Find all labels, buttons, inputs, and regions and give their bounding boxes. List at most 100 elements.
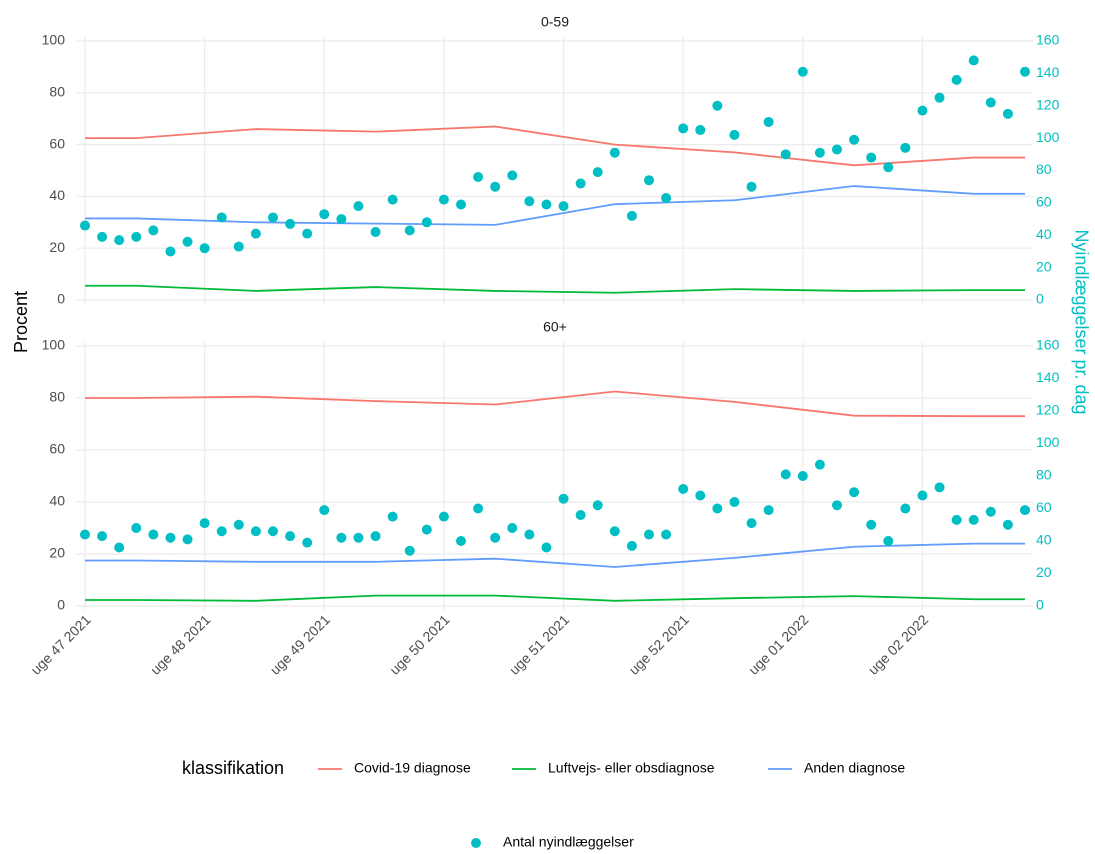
point: [285, 218, 296, 229]
x-tick-label: uge 48 2021: [147, 611, 214, 678]
point: [575, 510, 586, 520]
y2-tick-label: 140: [1036, 369, 1060, 385]
line: [85, 594, 1025, 602]
point: [114, 235, 125, 246]
point: [216, 212, 227, 223]
point: [438, 194, 449, 205]
point: [900, 142, 911, 153]
point: [268, 526, 278, 537]
point: [558, 493, 569, 504]
point: [951, 74, 962, 85]
point: [1002, 519, 1013, 530]
legend-title: klassifikation: [182, 758, 284, 778]
point: [250, 228, 261, 239]
point: [866, 152, 877, 163]
y2-tick-label: 120: [1036, 402, 1060, 418]
point: [80, 529, 90, 540]
y2-axis-label: Nyindlæggelser pr. dag: [1071, 229, 1091, 414]
point: [524, 529, 535, 540]
x-tick-label: uge 47 2021: [27, 611, 94, 678]
y-tick-label: 100: [42, 337, 66, 353]
y-tick-label: 20: [49, 545, 65, 561]
y2-tick-label: 140: [1036, 64, 1060, 80]
point: [832, 144, 842, 155]
point: [336, 214, 347, 225]
point: [199, 243, 210, 254]
point: [746, 181, 757, 192]
point: [80, 220, 90, 231]
point: [917, 490, 928, 501]
point: [797, 471, 808, 481]
x-tick-label: uge 01 2022: [745, 611, 812, 678]
y2-tick-label: 20: [1036, 258, 1052, 274]
x-tick-label: uge 51 2021: [506, 611, 573, 678]
y-tick-label: 80: [49, 389, 65, 405]
point: [1020, 66, 1030, 77]
point: [729, 129, 740, 140]
facet-title: 60+: [543, 319, 567, 335]
point: [473, 503, 484, 514]
y-tick-label: 100: [42, 32, 66, 48]
point: [353, 201, 364, 212]
point: [148, 529, 159, 540]
y2-tick-label: 160: [1036, 337, 1060, 353]
point: [336, 532, 347, 543]
point: [592, 167, 603, 178]
point: [268, 212, 278, 223]
point: [165, 532, 176, 543]
point: [131, 231, 142, 242]
y2-tick-label: 100: [1036, 434, 1060, 450]
point: [490, 181, 501, 192]
point: [353, 532, 364, 543]
point: [678, 484, 689, 494]
point: [797, 66, 808, 77]
y2-tick-label: 160: [1036, 32, 1060, 48]
point: [148, 225, 159, 236]
y-tick-label: 40: [49, 187, 65, 203]
point: [985, 506, 996, 517]
point: [780, 469, 791, 480]
line: [85, 284, 1025, 294]
point: [1020, 505, 1030, 516]
point: [951, 514, 962, 525]
point: [712, 100, 723, 111]
point: [626, 210, 637, 221]
point: [968, 514, 979, 525]
point: [490, 532, 501, 543]
point: [97, 231, 108, 242]
point: [387, 194, 398, 205]
point: [114, 542, 125, 553]
point: [609, 526, 620, 537]
point: [507, 170, 518, 181]
y-tick-label: 60: [49, 441, 65, 457]
point: [182, 534, 193, 545]
y-tick-label: 20: [49, 239, 65, 255]
point: [814, 459, 825, 470]
point: [387, 511, 398, 522]
point: [644, 529, 654, 540]
y2-tick-label: 80: [1036, 467, 1052, 483]
y-tick-label: 60: [49, 135, 65, 151]
point: [592, 500, 603, 511]
point: [404, 225, 415, 236]
point: [763, 116, 774, 127]
point: [421, 217, 432, 228]
x-tick-label: uge 52 2021: [626, 611, 693, 678]
legend-swatch: [471, 838, 481, 848]
point: [97, 531, 108, 542]
point: [216, 526, 227, 537]
point: [609, 147, 620, 158]
point: [661, 193, 672, 204]
y2-tick-label: 80: [1036, 161, 1052, 177]
y2-tick-label: 60: [1036, 499, 1052, 515]
point: [917, 105, 928, 116]
point: [558, 201, 569, 212]
point: [934, 92, 945, 103]
point: [626, 540, 637, 551]
point: [250, 526, 261, 537]
point: [712, 503, 723, 514]
point: [763, 505, 774, 516]
facet-title: 0-59: [541, 14, 569, 30]
point: [233, 519, 244, 530]
